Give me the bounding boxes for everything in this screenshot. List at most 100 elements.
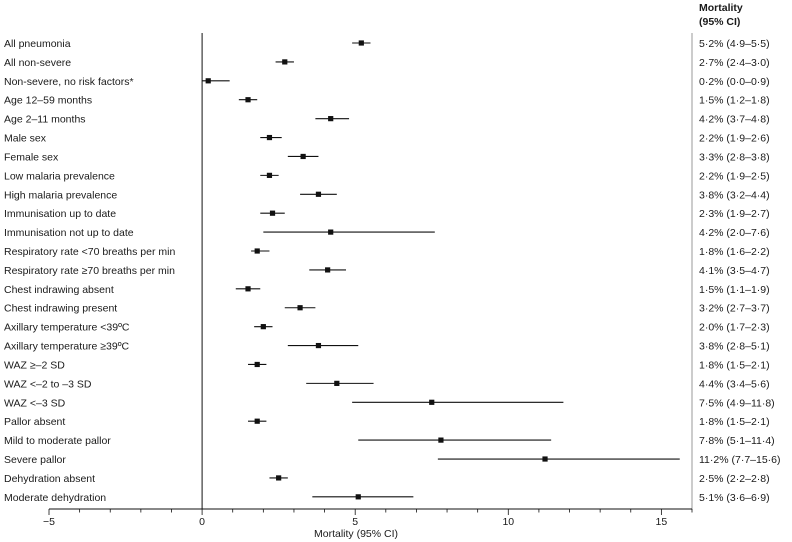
x-axis: −5 0 5 10 15 xyxy=(43,508,693,528)
row-label: Low malaria prevalence xyxy=(4,170,115,182)
forest-row: High malaria prevalence 3·8% (3·2–4·4) xyxy=(4,189,770,201)
forest-row: All pneumonia 5·2% (4·9–5·5) xyxy=(4,38,770,50)
forest-row: Axillary temperature <39ºC 2·0% (1·7–2·3) xyxy=(4,322,770,334)
ci-value-text: 1·8% (1·5–2·1) xyxy=(699,416,770,428)
row-label: Immunisation not up to date xyxy=(4,227,134,239)
point-estimate xyxy=(315,191,322,197)
row-label: Chest indrawing absent xyxy=(4,284,114,296)
point-estimate xyxy=(276,475,282,481)
point-estimate xyxy=(358,40,364,46)
x-axis-label: Mortality (95% CI) xyxy=(314,528,398,540)
point-estimate xyxy=(542,456,548,462)
point-estimate xyxy=(429,399,435,405)
point-estimate xyxy=(325,267,331,273)
point-estimate xyxy=(254,418,260,424)
row-label: Mild to moderate pallor xyxy=(4,435,111,447)
point-estimate xyxy=(297,305,303,311)
row-label: All pneumonia xyxy=(4,38,71,50)
forest-row: Immunisation up to date 2·3% (1·9–2·7) xyxy=(4,208,770,220)
forest-row: Respiratory rate ≥70 breaths per min 4·1%… xyxy=(4,265,770,277)
ci-value-text: 1·8% (1·5–2·1) xyxy=(699,359,770,371)
forest-row: Immunisation not up to date 4·2% (2·0–7·6… xyxy=(4,227,770,239)
forest-row: Dehydration absent 2·5% (2·2–2·8) xyxy=(4,473,770,485)
ci-value-text: 11·2% (7·7–15·6) xyxy=(699,454,781,466)
ci-value-text: 3·8% (2·8–5·1) xyxy=(699,341,770,353)
forest-row: Chest indrawing present 3·2% (2·7–3·7) xyxy=(4,303,770,315)
forest-row: WAZ <–2 to –3 SD 4·4% (3·4–5·6) xyxy=(4,378,770,390)
ci-value-text: 4·2% (2·0–7·6) xyxy=(699,227,770,239)
forest-row: Respiratory rate <70 breaths per min 1·8%… xyxy=(4,246,770,258)
forest-row: Low malaria prevalence 2·2% (1·9–2·5) xyxy=(4,170,770,182)
forest-row: Moderate dehydration 5·1% (3·6–6·9) xyxy=(4,492,770,504)
point-estimate xyxy=(266,134,273,141)
forest-row: WAZ <–3 SD 7·5% (4·9–11·8) xyxy=(4,397,775,409)
x-tick-label: 10 xyxy=(502,516,514,528)
forest-row: WAZ ≥–2 SD 1·8% (1·5–2·1) xyxy=(4,359,770,371)
row-label: WAZ <–2 to –3 SD xyxy=(4,378,92,390)
point-estimate xyxy=(315,342,322,349)
point-estimate xyxy=(355,494,361,500)
point-estimate xyxy=(266,172,273,178)
row-label: Axillary temperature <39ºC xyxy=(4,322,130,334)
x-tick-label: 0 xyxy=(199,516,205,528)
row-label: Axillary temperature ≥39ºC xyxy=(4,341,130,353)
point-estimate xyxy=(438,437,444,443)
row-label: All non-severe xyxy=(4,57,71,69)
point-estimate xyxy=(334,380,340,386)
row-label: Female sex xyxy=(4,151,59,163)
row-label: High malaria prevalence xyxy=(4,189,117,201)
row-label: Dehydration absent xyxy=(4,473,95,485)
ci-value-text: 4·4% (3·4–5·6) xyxy=(699,378,770,390)
ci-value-text: 0·2% (0·0–0·9) xyxy=(699,76,770,88)
ci-value-text: 5·2% (4·9–5·5) xyxy=(699,38,770,50)
ci-value-text: 5·1% (3·6–6·9) xyxy=(699,492,770,504)
forest-row: Age 2–11 months 4·2% (3·7–4·8) xyxy=(4,114,770,126)
point-estimate xyxy=(269,210,276,216)
row-label: Respiratory rate ≥70 breaths per min xyxy=(4,265,175,277)
ci-value-text: 4·2% (3·7–4·8) xyxy=(699,114,770,126)
forest-row: Female sex 3·3% (2·8–3·8) xyxy=(4,151,770,163)
forest-row: All non-severe 2·7% (2·4–3·0) xyxy=(4,57,770,69)
row-label: Non-severe, no risk factors* xyxy=(4,76,134,88)
point-estimate xyxy=(260,324,266,330)
x-tick-label: 5 xyxy=(352,516,358,528)
forest-row: Mild to moderate pallor 7·8% (5·1–11·4) xyxy=(4,435,775,447)
ci-column-header-line2: (95% CI) xyxy=(699,16,740,28)
row-label: Moderate dehydration xyxy=(4,492,106,504)
row-label: WAZ <–3 SD xyxy=(4,397,66,409)
ci-value-text: 1·8% (1·6–2·2) xyxy=(699,246,770,258)
forest-row: Severe pallor 11·2% (7·7–15·6) xyxy=(4,454,781,466)
point-estimate xyxy=(254,248,260,254)
row-label: Respiratory rate <70 breaths per min xyxy=(4,246,175,258)
row-label: Age 2–11 months xyxy=(4,114,86,126)
ci-value-text: 1·5% (1·2–1·8) xyxy=(699,95,770,107)
ci-value-text: 2·2% (1·9–2·5) xyxy=(699,170,770,182)
ci-value-text: 2·2% (1·9–2·6) xyxy=(699,133,770,145)
ci-value-text: 7·8% (5·1–11·4) xyxy=(699,435,775,447)
ci-value-text: 3·8% (3·2–4·4) xyxy=(699,189,770,201)
forest-rows: All pneumonia 5·2% (4·9–5·5) All non-sever… xyxy=(4,38,781,504)
ci-value-text: 2·7% (2·4–3·0) xyxy=(699,57,770,69)
ci-value-text: 2·0% (1·7–2·3) xyxy=(699,322,770,334)
forest-row: Pallor absent 1·8% (1·5–2·1) xyxy=(4,416,770,428)
row-label: Age 12–59 months xyxy=(4,95,92,107)
point-estimate xyxy=(245,286,251,292)
point-estimate xyxy=(300,153,306,160)
forest-row: Chest indrawing absent 1·5% (1·1–1·9) xyxy=(4,284,770,296)
forest-row: Axillary temperature ≥39ºC 3·8% (2·8–5·1) xyxy=(4,341,770,353)
row-label: Severe pallor xyxy=(4,454,66,466)
ci-value-text: 7·5% (4·9–11·8) xyxy=(699,397,775,409)
x-tick-label: −5 xyxy=(43,516,55,528)
row-label: Male sex xyxy=(4,133,47,145)
forest-row: Non-severe, no risk factors* 0·2% (0·0–0·… xyxy=(4,76,770,88)
x-tick-label: 15 xyxy=(656,516,668,528)
row-label: Immunisation up to date xyxy=(4,208,116,220)
forest-row: Male sex 2·2% (1·9–2·6) xyxy=(4,133,770,145)
row-label: Pallor absent xyxy=(4,416,65,428)
ci-column-header-line1: Mortality xyxy=(699,2,743,14)
ci-value-text: 3·3% (2·8–3·8) xyxy=(699,151,770,163)
point-estimate xyxy=(328,116,334,122)
point-estimate xyxy=(254,361,260,368)
point-estimate xyxy=(205,78,211,84)
